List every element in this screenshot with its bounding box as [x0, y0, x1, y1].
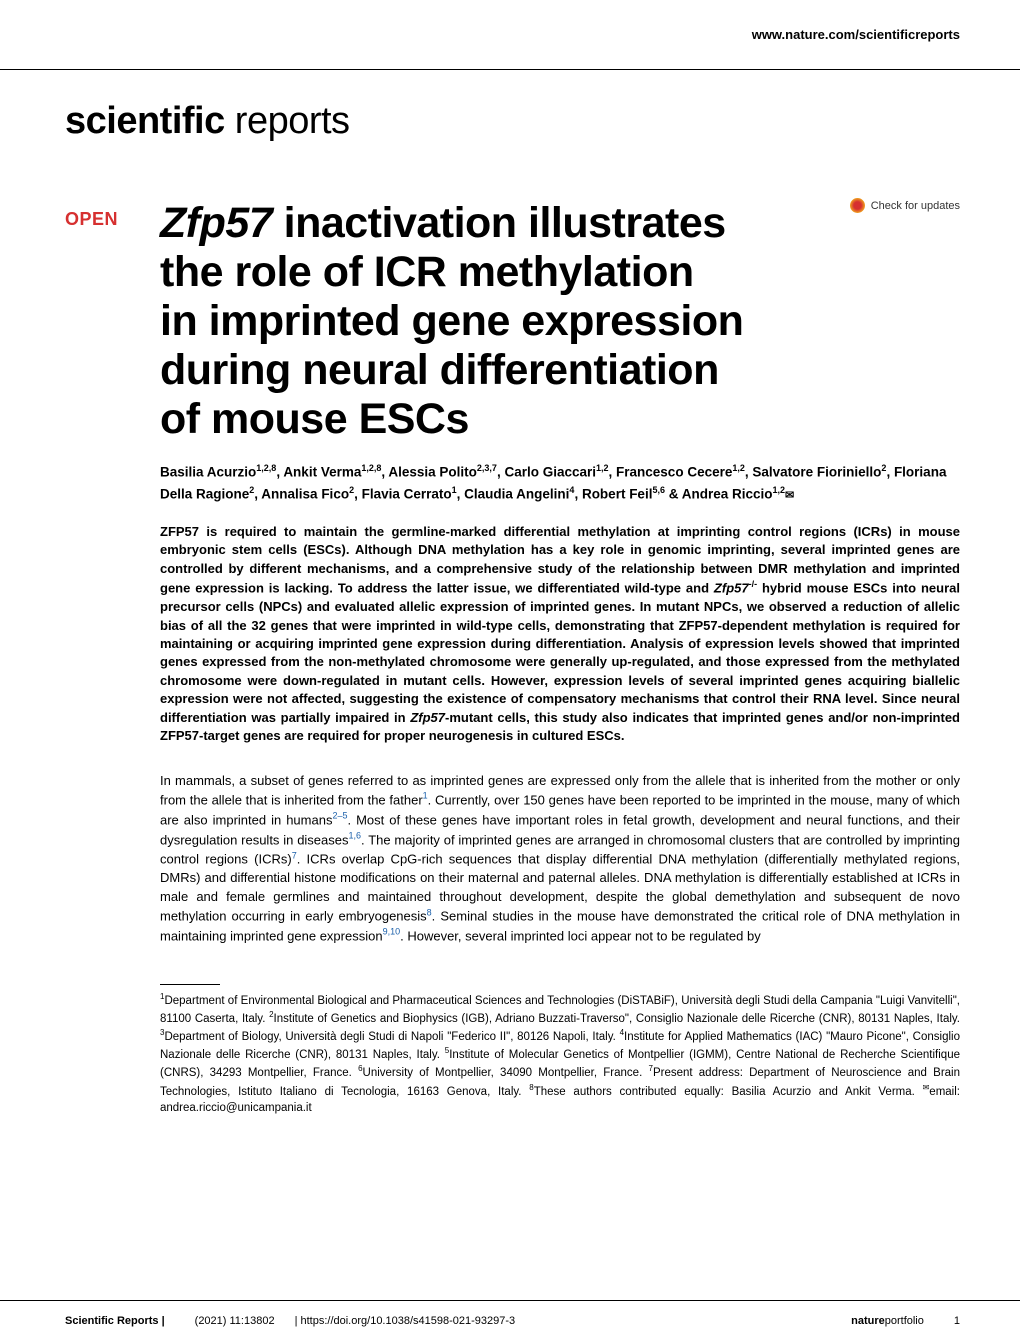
- journal-logo: scientific reports: [65, 100, 1020, 143]
- footer-portfolio: natureportfolio: [851, 1315, 924, 1327]
- title-line3: in imprinted gene expression: [160, 297, 743, 345]
- footer-portfolio-bold: nature: [851, 1315, 885, 1327]
- main-content: OPEN Zfp57 inactivation illustrates the …: [0, 199, 1020, 1116]
- footer-doi[interactable]: | https://doi.org/10.1038/s41598-021-932…: [295, 1315, 852, 1327]
- affiliations-rule: [160, 984, 220, 985]
- title-line1-rest: inactivation illustrates: [272, 199, 725, 247]
- author-list: Basilia Acurzio1,2,8, Ankit Verma1,2,8, …: [160, 462, 960, 505]
- title-italic: Zfp57: [160, 199, 272, 247]
- journal-logo-bold: scientific: [65, 100, 225, 142]
- abstract: ZFP57 is required to maintain the germli…: [160, 523, 960, 746]
- journal-logo-light: reports: [225, 100, 350, 142]
- affiliations-text: 1Department of Environmental Biological …: [160, 991, 960, 1116]
- header-url[interactable]: www.nature.com/scientificreports: [752, 27, 960, 42]
- open-access-badge: OPEN: [65, 209, 118, 230]
- header-bar: www.nature.com/scientificreports: [0, 0, 1020, 70]
- title-line4: during neural differentiation: [160, 346, 719, 394]
- title-line5: of mouse ESCs: [160, 395, 469, 443]
- footer-citation: (2021) 11:13802: [195, 1315, 275, 1327]
- footer-portfolio-light: portfolio: [885, 1315, 924, 1327]
- affiliations-block: 1Department of Environmental Biological …: [160, 984, 960, 1116]
- footer-bar: Scientific Reports | (2021) 11:13802 | h…: [0, 1300, 1020, 1340]
- footer-page-number: 1: [954, 1315, 960, 1327]
- footer-journal: Scientific Reports |: [65, 1315, 165, 1327]
- article-title: Zfp57 inactivation illustrates the role …: [160, 199, 960, 444]
- intro-paragraph: In mammals, a subset of genes referred t…: [160, 772, 960, 946]
- title-line2: the role of ICR methylation: [160, 248, 694, 296]
